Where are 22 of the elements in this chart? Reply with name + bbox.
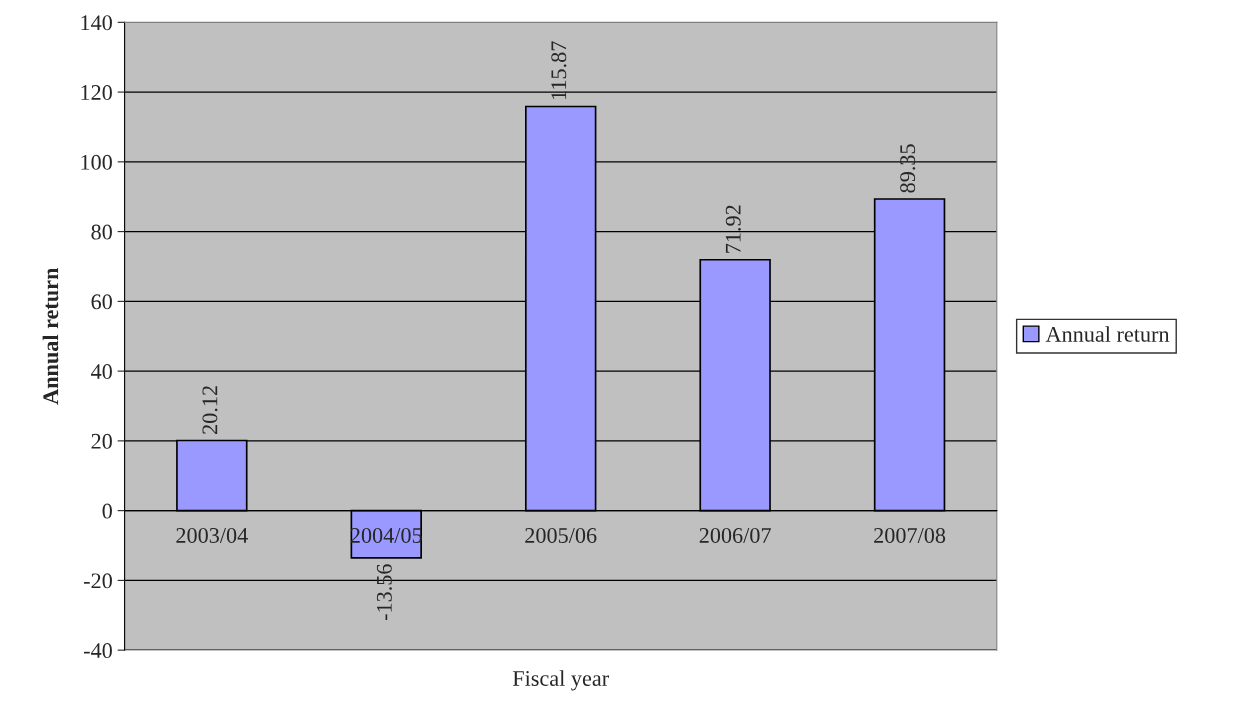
y-tick-label: 140 xyxy=(81,15,112,31)
y-tick-label: 0 xyxy=(102,503,112,519)
data-label: 20.12 xyxy=(202,386,218,434)
y-tick-label: 60 xyxy=(91,294,112,310)
y-tick-label: -20 xyxy=(84,573,112,589)
y-tick-label: -40 xyxy=(84,643,112,659)
y-tick-label: 100 xyxy=(81,154,112,170)
y-tick-label: 120 xyxy=(81,85,112,101)
data-label: -13.56 xyxy=(376,564,392,621)
x-tick-label: 2006/07 xyxy=(699,527,771,543)
data-label: 89.35 xyxy=(900,144,916,193)
data-label: 115.87 xyxy=(551,41,567,99)
x-tick-label: 2003/04 xyxy=(176,527,248,543)
y-tick-label: 40 xyxy=(91,364,112,380)
y-axis-title: Annual return xyxy=(42,267,59,405)
data-label: 71.92 xyxy=(725,205,741,253)
x-axis-title: Fiscal year xyxy=(512,670,609,691)
x-tick-label: 2007/08 xyxy=(874,527,946,543)
legend-label: Annual return xyxy=(1045,326,1170,342)
y-tick-label: 20 xyxy=(91,433,112,449)
x-tick-label: 2005/06 xyxy=(525,527,597,543)
y-tick-label: 80 xyxy=(91,224,112,240)
